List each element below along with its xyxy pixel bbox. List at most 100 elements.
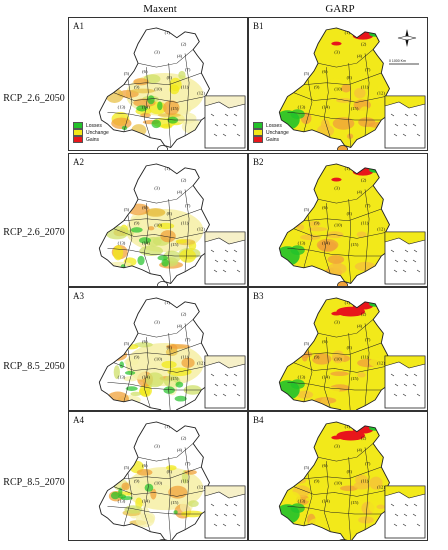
region-label: (15) [171,106,179,111]
region-label: (10) [154,87,162,92]
region-label: (9) [314,355,320,360]
region-label: (6) [142,339,148,344]
region-label: (1) [165,424,171,429]
garp-map-panel-2: (1) (2) (3) (4) (5) (6) (7) (8) (9) (10) (11) (12) (… [248,153,428,287]
map-svg: (1) (2) (3) (4) (5) (6) (7) (8) (9) (10) (11) (12) (… [98,163,246,286]
region-label: (5) [304,71,310,76]
region-label: (14) [322,240,330,245]
region-label: (5) [124,71,130,76]
region-label: (15) [351,376,359,381]
region-label: (2) [361,178,367,183]
maxent-map-panel-1: (1) (2) (3) (4) (5) (6) (7) (8) (9) (10) (11) (12) (… [68,17,248,151]
region-label: (10) [334,223,342,228]
region-label: (7) [365,203,371,208]
hainan-island [157,281,169,286]
region-label: (4) [177,323,183,328]
region-label: (13) [118,104,126,109]
legend-label: Losses [86,122,102,129]
row-label-4: RCP_8.5_2070 [3,477,65,488]
region-label: (8) [347,469,353,474]
region-label: (10) [334,357,342,362]
region-label: (3) [334,185,340,190]
row-label-2: RCP_2.6_2070 [3,227,65,238]
region-label: (9) [134,355,140,360]
region-label: (14) [322,374,330,379]
region-label: (7) [185,337,191,342]
south-china-sea-inset [384,485,426,539]
region-label: (8) [167,211,173,216]
region-label: (9) [134,85,140,90]
region-label: (15) [171,376,179,381]
region-label: (14) [322,104,330,109]
region-label: (7) [365,67,371,72]
legend-label: Unchange [86,129,109,136]
legend-swatch [73,136,83,143]
panel-id-label: B1 [253,21,264,31]
region-label: (7) [365,461,371,466]
map-svg: (1) (2) (3) (4) (5) (6) (7) (8) (9) (10) (11) (12) (… [278,421,426,540]
region-label: (4) [357,189,363,194]
region-label: (11) [361,355,369,360]
region-label: (7) [185,461,191,466]
china-outline [98,297,213,410]
row-label-1: RCP_2.6_2050 [3,93,65,104]
region-label: (13) [298,498,306,503]
maxent-map-panel-4: (1) (2) (3) (4) (5) (6) (7) (8) (9) (10) (11) (12) (… [68,411,248,541]
panel-id-label: A2 [73,157,84,167]
region-label: (4) [177,447,183,452]
region-label: (6) [322,69,328,74]
region-label: (5) [304,341,310,346]
region-label: (12) [197,485,205,490]
china-outline [278,27,393,148]
region-label: (10) [334,87,342,92]
region-label: (14) [142,240,150,245]
region-label: (12) [377,227,385,232]
region-label: (9) [314,85,320,90]
region-label: (9) [314,221,320,226]
region-label: (12) [197,91,205,96]
legend-item: Unchange [73,129,109,136]
region-label: (14) [142,374,150,379]
region-label: (12) [197,227,205,232]
region-label: (8) [167,345,173,350]
region-label: (6) [322,339,328,344]
region-label: (8) [347,75,353,80]
region-label: (11) [181,221,189,226]
map-svg: (1) (2) (3) (4) (5) (6) (7) (8) (9) (10) (11) (12) (… [98,27,246,150]
garp-map-panel-4: (1) (2) (3) (4) (5) (6) (7) (8) (9) (10) (11) (12) (… [248,411,428,541]
region-label: (6) [142,463,148,468]
region-label: (9) [134,479,140,484]
region-label: (4) [177,53,183,58]
garp-map-panel-1: (1) (2) (3) (4) (5) (6) (7) (8) (9) (10) (11) (12) (… [248,17,428,151]
region-label: (1) [345,300,351,305]
region-label: (1) [165,300,171,305]
region-label: (1) [345,30,351,35]
region-label: (15) [171,242,179,247]
region-label: (6) [142,69,148,74]
china-outline [278,297,393,410]
region-label: (5) [304,207,310,212]
scale-bar-label: 0 1000 Km [389,59,406,63]
region-label: (3) [334,49,340,54]
region-label: (11) [181,355,189,360]
region-label: (2) [181,436,187,441]
legend-label: Unchange [266,129,289,136]
region-label: (13) [118,374,126,379]
south-china-sea-inset [204,95,246,149]
map-legend: Losses Unchange Gains [73,122,109,143]
legend-item: Gains [73,136,109,143]
region-label: (12) [197,361,205,366]
legend-label: Gains [86,136,100,143]
legend-swatch [253,122,263,129]
legend-label: Losses [266,122,282,129]
china-outline [98,27,213,148]
region-label: (9) [134,221,140,226]
column-title-garp: GARP [325,3,355,15]
region-label: (15) [351,106,359,111]
hainan-island [337,281,349,286]
panel-id-label: B2 [253,157,264,167]
region-label: (9) [314,479,320,484]
region-label: (10) [154,481,162,486]
region-label: (1) [345,424,351,429]
china-outline [98,421,213,540]
